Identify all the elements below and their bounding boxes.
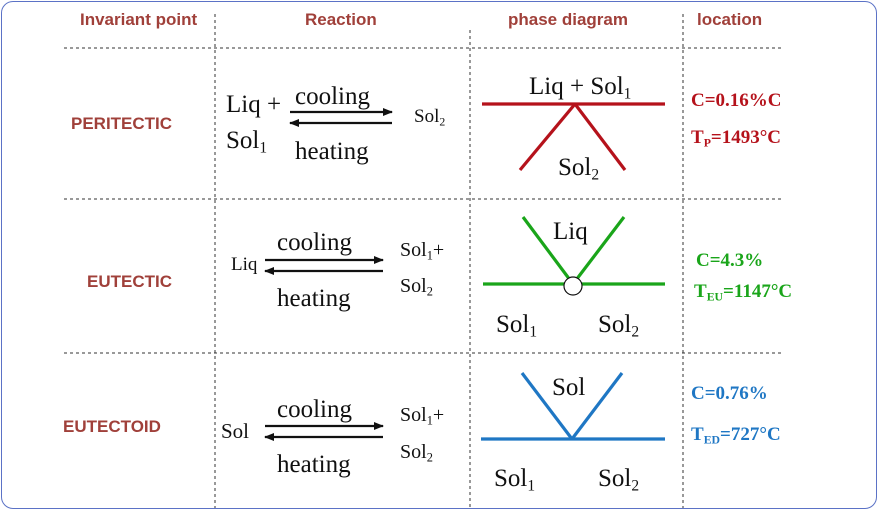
- reaction-product-1: Sol1+: [400, 404, 445, 428]
- reaction-product-1: Sol1+: [400, 239, 445, 263]
- row-label-eutectoid: EUTECTOID: [63, 417, 161, 436]
- location-composition: C=0.76%: [691, 383, 768, 404]
- phase-label-bottom: Sol2: [558, 154, 600, 184]
- eutectoid-left-branch: [520, 372, 574, 440]
- location-temperature: TP=1493°C: [691, 127, 782, 150]
- cooling-label: cooling: [277, 229, 352, 256]
- phase-label-right: Sol2: [598, 311, 640, 341]
- peritectic-left-branch: [518, 102, 577, 172]
- header-location: location: [697, 10, 763, 29]
- eutectic-point: [563, 276, 583, 296]
- reaction-product-2: Sol2: [400, 441, 433, 465]
- reaction-reactant-1: Sol: [221, 419, 250, 443]
- reaction-reactant-1: Liq: [231, 254, 258, 275]
- peritectic-right-branch: [573, 103, 627, 171]
- reaction-product-2: Sol2: [400, 275, 433, 299]
- location-temperature: TEU=1147°C: [694, 281, 793, 304]
- location-composition: C=4.3%: [696, 250, 764, 271]
- heating-label: heating: [277, 451, 351, 478]
- location-temperature: TED=727°C: [691, 424, 781, 447]
- cooling-label: cooling: [277, 396, 352, 423]
- heating-label: heating: [295, 138, 369, 165]
- phase-label-left: Sol1: [496, 311, 538, 341]
- header-invariant-point: Invariant point: [80, 10, 198, 29]
- phase-label-top: Sol: [552, 374, 586, 401]
- reaction-product: Sol2: [414, 106, 446, 129]
- header-phase-diagram: phase diagram: [508, 10, 628, 29]
- eutectoid-right-branch: [570, 372, 624, 440]
- phase-label-right: Sol2: [598, 465, 640, 495]
- reaction-reactant-1: Liq +: [226, 91, 282, 118]
- phase-label-top: Liq: [553, 218, 588, 245]
- eutectic-left-branch: [521, 216, 575, 285]
- reaction-reactant-2: Sol1: [226, 127, 268, 157]
- eutectic-right-branch: [571, 216, 626, 285]
- location-composition: C=0.16%C: [691, 90, 782, 111]
- heating-label: heating: [277, 285, 351, 312]
- row-label-peritectic: PERITECTIC: [71, 114, 173, 133]
- header-reaction: Reaction: [305, 10, 377, 29]
- phase-label-left: Sol1: [494, 465, 536, 495]
- phase-label-top: Liq + Sol1: [529, 73, 632, 103]
- cooling-label: cooling: [295, 83, 370, 110]
- row-label-eutectic: EUTECTIC: [87, 272, 172, 291]
